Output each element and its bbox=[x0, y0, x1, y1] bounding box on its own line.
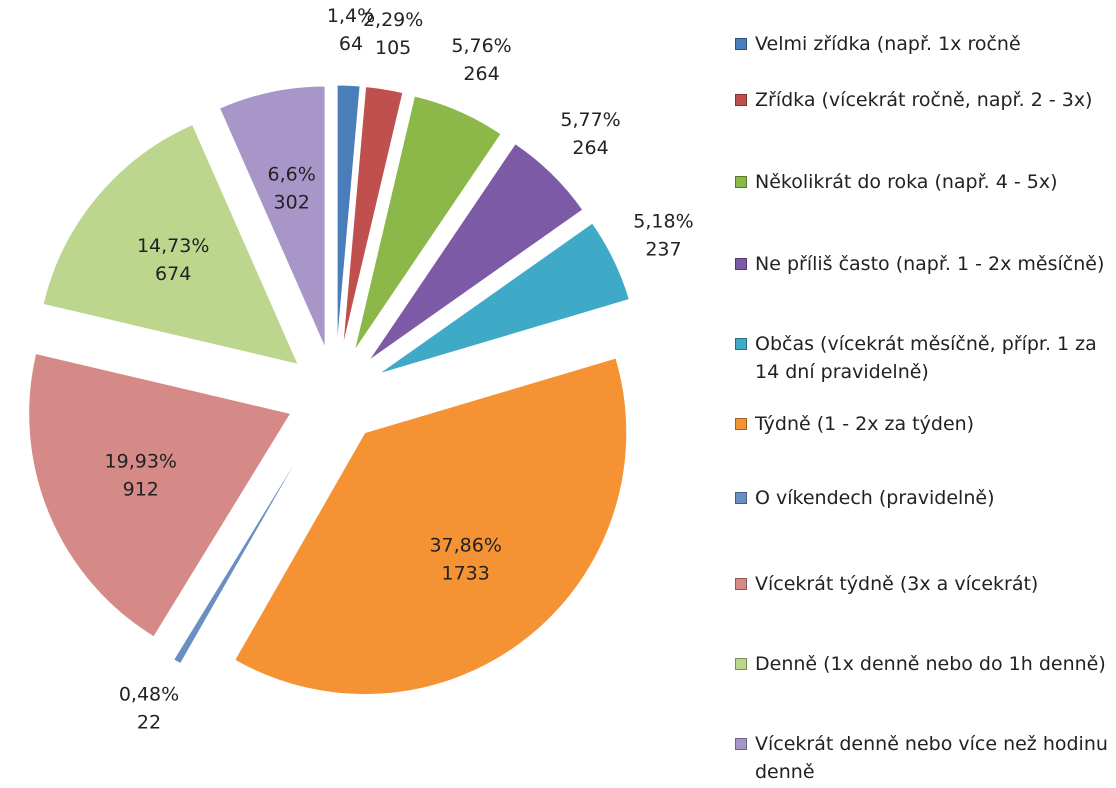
legend-swatch bbox=[735, 578, 747, 590]
legend-item: Denně (1x denně nebo do 1h denně) bbox=[735, 650, 1110, 678]
pie-slice bbox=[234, 357, 628, 696]
legend-label: Vícekrát týdně (3x a vícekrát) bbox=[755, 573, 1039, 595]
slice-percent-label: 14,73% bbox=[137, 235, 209, 257]
slice-percent-label: 5,77% bbox=[560, 109, 620, 131]
legend-swatch bbox=[735, 492, 747, 504]
slice-value-label: 1733 bbox=[441, 562, 489, 584]
legend-swatch bbox=[735, 658, 747, 670]
legend-swatch bbox=[735, 338, 747, 350]
legend-label: Zřídka (vícekrát ročně, např. 2 - 3x) bbox=[755, 89, 1093, 111]
slice-percent-label: 19,93% bbox=[105, 450, 177, 472]
pie-slice bbox=[42, 123, 299, 366]
legend-item: Ne příliš často (např. 1 - 2x měsíčně) bbox=[735, 250, 1110, 278]
legend-label: Občas (vícekrát měsíčně, přípr. 1 za 14 … bbox=[755, 333, 1097, 383]
legend-item: Občas (vícekrát měsíčně, přípr. 1 za 14 … bbox=[735, 330, 1110, 386]
slice-percent-label: 37,86% bbox=[429, 534, 501, 556]
pie-slice bbox=[336, 84, 361, 348]
legend-swatch bbox=[735, 176, 747, 188]
pie-slice bbox=[172, 436, 311, 665]
pie-slice bbox=[368, 142, 584, 362]
legend-label: O víkendech (pravidelně) bbox=[755, 487, 995, 509]
slice-percent-label: 0,48% bbox=[119, 684, 179, 706]
legend-label: Denně (1x denně nebo do 1h denně) bbox=[755, 653, 1106, 675]
legend-item: Velmi zřídka (např. 1x ročně bbox=[735, 30, 1110, 58]
legend-item: Týdně (1 - 2x za týden) bbox=[735, 410, 1110, 438]
legend-swatch bbox=[735, 738, 747, 750]
pie-slice bbox=[342, 86, 404, 348]
pie-slice bbox=[218, 85, 326, 349]
slice-percent-label: 1,4% bbox=[327, 5, 375, 27]
slice-value-label: 264 bbox=[572, 137, 608, 159]
slice-value-label: 302 bbox=[274, 192, 310, 214]
legend-label: Týdně (1 - 2x za týden) bbox=[755, 413, 975, 435]
legend-swatch bbox=[735, 94, 747, 106]
slice-percent-label: 2,29% bbox=[363, 9, 423, 31]
legend-swatch bbox=[735, 418, 747, 430]
slice-value-label: 64 bbox=[339, 33, 363, 55]
legend-swatch bbox=[735, 258, 747, 270]
slice-value-label: 105 bbox=[375, 37, 411, 59]
slice-value-label: 22 bbox=[137, 712, 161, 734]
legend-swatch bbox=[735, 38, 747, 50]
pie-slice bbox=[28, 352, 292, 638]
legend-item: Vícekrát týdně (3x a vícekrát) bbox=[735, 570, 1110, 598]
legend-label: Vícekrát denně nebo více než hodinu denn… bbox=[755, 733, 1108, 783]
legend-item: Několikrát do roka (např. 4 - 5x) bbox=[735, 168, 1110, 196]
slice-percent-label: 5,18% bbox=[633, 210, 693, 232]
legend-item: Vícekrát denně nebo více než hodinu denn… bbox=[735, 730, 1110, 786]
slice-value-label: 264 bbox=[463, 63, 499, 85]
pie-slice bbox=[353, 95, 502, 352]
legend-label: Několikrát do roka (např. 4 - 5x) bbox=[755, 171, 1058, 193]
legend-label: Ne příliš často (např. 1 - 2x měsíčně) bbox=[755, 253, 1105, 275]
legend-item: Zřídka (vícekrát ročně, např. 2 - 3x) bbox=[735, 86, 1110, 114]
pie-slice bbox=[377, 222, 630, 375]
slice-value-label: 674 bbox=[155, 263, 191, 285]
slice-value-label: 912 bbox=[123, 478, 159, 500]
legend-label: Velmi zřídka (např. 1x ročně bbox=[755, 33, 1021, 55]
legend-item: O víkendech (pravidelně) bbox=[735, 484, 1110, 512]
slice-percent-label: 6,6% bbox=[268, 164, 316, 186]
slice-percent-label: 5,76% bbox=[451, 35, 511, 57]
slice-value-label: 237 bbox=[645, 238, 681, 260]
